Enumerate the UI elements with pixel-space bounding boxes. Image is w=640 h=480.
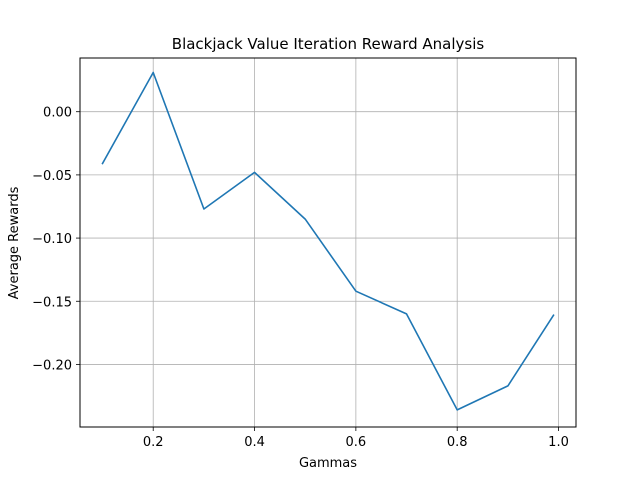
series-line-0 [101, 71, 555, 411]
x-tick-label: 1.0 [548, 435, 569, 450]
x-axis-ticks: 0.2 0.4 0.6 0.8 1.0 [143, 427, 569, 450]
x-tick-label: 0.4 [244, 435, 265, 450]
y-tick-label: −0.10 [32, 232, 72, 247]
series-layer [101, 71, 555, 411]
y-tick-label: −0.05 [32, 169, 72, 184]
y-tick-label: 0.00 [43, 106, 72, 121]
x-tick-label: 0.8 [447, 435, 468, 450]
plot-frame [79, 57, 577, 428]
y-tick-label: −0.20 [32, 358, 72, 373]
y-axis-ticks: 0.00 −0.05 −0.10 −0.15 −0.20 [32, 106, 80, 373]
chart-title: Blackjack Value Iteration Reward Analysi… [172, 35, 485, 53]
x-axis-label: Gammas [299, 456, 357, 471]
x-tick-label: 0.6 [346, 435, 367, 450]
y-tick-label: −0.15 [32, 295, 72, 310]
grid-lines [80, 58, 576, 427]
y-axis-label: Average Rewards [7, 186, 22, 299]
x-tick-label: 0.2 [143, 435, 164, 450]
